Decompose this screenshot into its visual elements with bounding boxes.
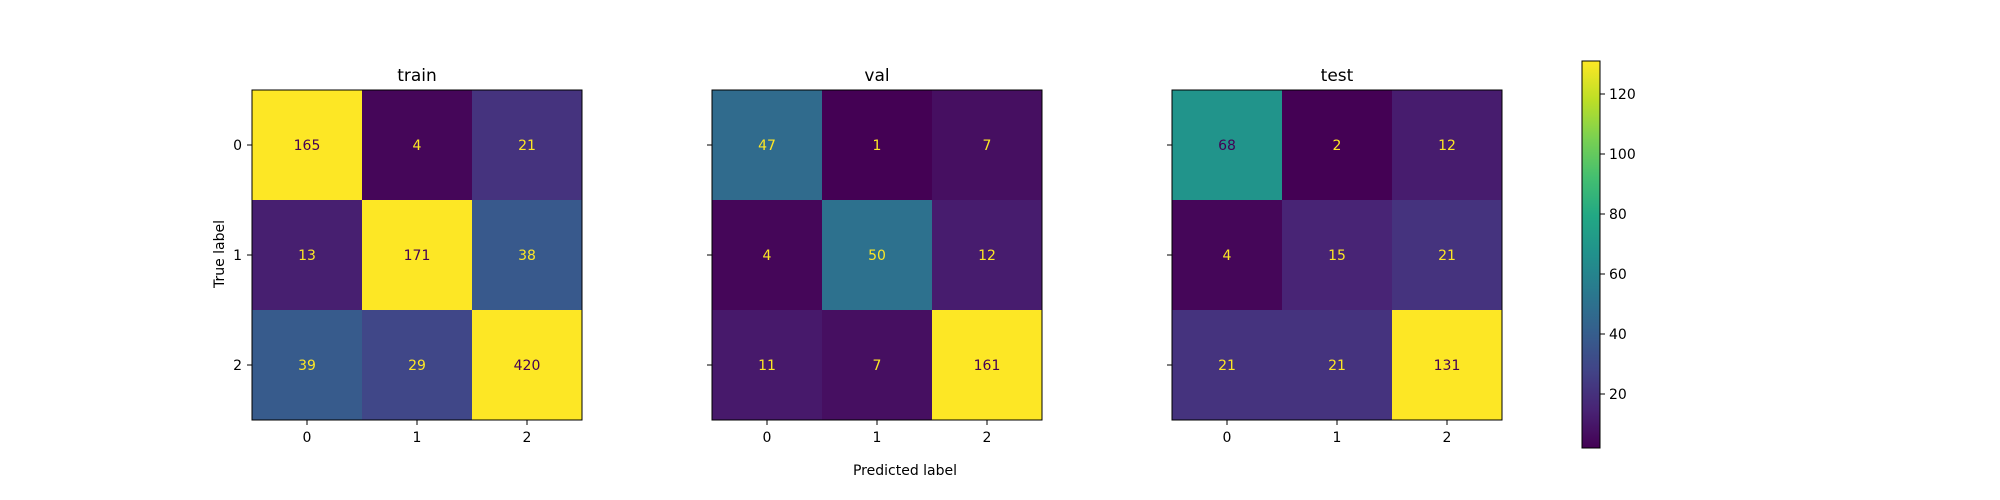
- panel-test-cell-r1-c1: [1282, 200, 1392, 310]
- panel-test-value-r2-c1: 21: [1328, 358, 1346, 374]
- x-axis-label: Predicted label: [853, 463, 957, 479]
- panel-train-y-tick-label-0: 0: [233, 138, 242, 154]
- panel-val-value-r2-c1: 7: [873, 358, 882, 374]
- panel-val-cell-r0-c1: [822, 90, 932, 200]
- panel-val-value-r0-c1: 1: [873, 138, 882, 154]
- panel-train-title: train: [397, 66, 437, 86]
- panel-train-value-r0-c0: 165: [294, 138, 321, 154]
- panel-train-value-r1-c2: 38: [518, 248, 536, 264]
- panel-val-cell-r0-c2: [932, 90, 1042, 200]
- panel-train-x-tick-label-0: 0: [303, 430, 312, 446]
- panel-train-cell-r1-c0: [252, 200, 362, 310]
- panel-val-cell-r1-c0: [712, 200, 822, 310]
- panel-test-x-tick-label-0: 0: [1223, 430, 1232, 446]
- panel-val-cell-r0-c0: [712, 90, 822, 200]
- panel-train-cell-r0-c0: [252, 90, 362, 200]
- y-axis-label: True label: [212, 220, 228, 289]
- panel-val-x-tick-label-0: 0: [763, 430, 772, 446]
- panel-test-value-r2-c2: 131: [1434, 358, 1461, 374]
- panel-train-x-tick-label-1: 1: [413, 430, 422, 446]
- panel-test-cell-r0-c1: [1282, 90, 1392, 200]
- panel-train-cell-r1-c2: [472, 200, 582, 310]
- panel-test-cell-r1-c2: [1392, 200, 1502, 310]
- panel-train-cell-r2-c1: [362, 310, 472, 420]
- panel-val-x-tick-label-2: 2: [983, 430, 992, 446]
- colorbar-tick-label-60: 60: [1609, 267, 1627, 283]
- colorbar-tick-label-20: 20: [1609, 387, 1627, 403]
- panel-train-value-r1-c1: 171: [404, 248, 431, 264]
- panel-train-value-r2-c1: 29: [408, 358, 426, 374]
- panel-test-cell-r2-c0: [1172, 310, 1282, 420]
- panel-val-value-r0-c0: 47: [758, 138, 776, 154]
- panel-train-value-r0-c1: 4: [413, 138, 422, 154]
- panel-train-value-r1-c0: 13: [298, 248, 316, 264]
- panel-train-value-r2-c2: 420: [514, 358, 541, 374]
- panel-test-x-tick-label-1: 1: [1333, 430, 1342, 446]
- panel-train-cell-r2-c0: [252, 310, 362, 420]
- panel-test-x-tick-label-2: 2: [1443, 430, 1452, 446]
- colorbar-tick-label-120: 120: [1609, 87, 1636, 103]
- panel-val-cell-r2-c0: [712, 310, 822, 420]
- panel-val-cell-r2-c2: [932, 310, 1042, 420]
- panel-train-cell-r2-c2: [472, 310, 582, 420]
- panel-val-value-r1-c2: 12: [978, 248, 996, 264]
- panel-val-title: val: [864, 66, 889, 86]
- panel-test-value-r0-c2: 12: [1438, 138, 1456, 154]
- colorbar-tick-label-100: 100: [1609, 147, 1636, 163]
- panel-test-cell-r0-c0: [1172, 90, 1282, 200]
- panel-test-value-r2-c0: 21: [1218, 358, 1236, 374]
- panel-test-value-r0-c0: 68: [1218, 138, 1236, 154]
- panel-test-value-r1-c2: 21: [1438, 248, 1456, 264]
- panel-train-cell-r0-c1: [362, 90, 472, 200]
- panel-train-x-tick-label-2: 2: [523, 430, 532, 446]
- panel-val-value-r1-c0: 4: [763, 248, 772, 264]
- colorbar-tick-label-40: 40: [1609, 327, 1627, 343]
- panel-test-cell-r0-c2: [1392, 90, 1502, 200]
- panel-val-value-r2-c2: 161: [974, 358, 1001, 374]
- panel-train-y-tick-label-1: 1: [233, 248, 242, 264]
- panel-val-cell-r2-c1: [822, 310, 932, 420]
- panel-test-cell-r2-c2: [1392, 310, 1502, 420]
- panel-train-value-r0-c2: 21: [518, 138, 536, 154]
- colorbar: [1581, 60, 1601, 449]
- panel-val-cell-r1-c1: [822, 200, 932, 310]
- panel-test-value-r0-c1: 2: [1333, 138, 1342, 154]
- panel-train-cell-r1-c1: [362, 200, 472, 310]
- panel-val-x-tick-label-1: 1: [873, 430, 882, 446]
- panel-test-title: test: [1321, 66, 1354, 86]
- panel-test-value-r1-c1: 15: [1328, 248, 1346, 264]
- panel-test-value-r1-c0: 4: [1223, 248, 1232, 264]
- panel-test-cell-r1-c0: [1172, 200, 1282, 310]
- panel-train-value-r2-c0: 39: [298, 358, 316, 374]
- panel-test-cell-r2-c1: [1282, 310, 1392, 420]
- panel-val-cell-r1-c2: [932, 200, 1042, 310]
- panel-train-y-tick-label-2: 2: [233, 358, 242, 374]
- panel-val-value-r2-c0: 11: [758, 358, 776, 374]
- panel-train-cell-r0-c2: [472, 90, 582, 200]
- panel-val-value-r0-c2: 7: [983, 138, 992, 154]
- panel-val-value-r1-c1: 50: [868, 248, 886, 264]
- colorbar-tick-label-80: 80: [1609, 207, 1627, 223]
